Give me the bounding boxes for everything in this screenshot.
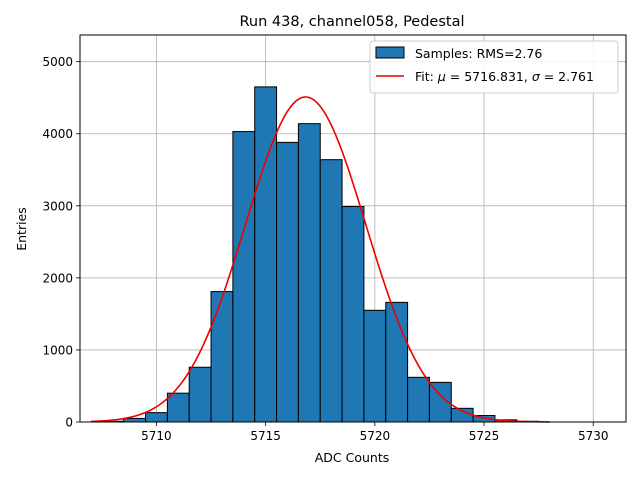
legend-fit-label: Fit: μ = 5716.831, σ = 2.761 xyxy=(415,69,594,84)
legend-histogram-label: Samples: RMS=2.76 xyxy=(415,46,542,61)
legend-sigma-symbol: σ xyxy=(532,69,541,84)
histogram-bar xyxy=(123,417,147,423)
histogram-bar xyxy=(232,131,256,423)
y-axis-label: Entries xyxy=(14,207,29,251)
histogram-bar xyxy=(166,392,190,423)
histogram-bar xyxy=(145,412,168,423)
x-tick-label: 5730 xyxy=(578,429,609,443)
chart-title: Run 438, channel058, Pedestal xyxy=(239,14,464,30)
histogram-bar xyxy=(297,123,321,423)
y-tick-label: 4000 xyxy=(42,127,73,141)
y-tick-label: 5000 xyxy=(42,55,73,69)
x-axis-ticks: 5710 5715 5720 5725 5730 xyxy=(141,422,609,443)
fit-curve-layer xyxy=(90,96,550,423)
y-tick-label: 2000 xyxy=(42,271,73,285)
y-tick-label: 3000 xyxy=(42,199,73,213)
legend-box xyxy=(369,40,619,94)
legend-mu-symbol: μ xyxy=(437,69,446,84)
histogram-bar xyxy=(363,309,387,423)
legend-mu-value: = 5716.831, xyxy=(446,69,532,84)
histogram-bars xyxy=(101,86,540,423)
legend-histogram-swatch xyxy=(375,46,405,59)
y-axis-ticks: 0 1000 2000 3000 4000 5000 xyxy=(42,55,80,430)
x-tick-label: 5710 xyxy=(141,429,172,443)
histogram-bar xyxy=(276,141,299,423)
legend-fit-prefix: Fit: xyxy=(415,69,438,84)
y-tick-label: 0 xyxy=(65,416,73,430)
histogram-bar xyxy=(319,159,343,423)
histogram-bar xyxy=(407,376,430,423)
histogram-bar xyxy=(188,366,212,423)
histogram-bar xyxy=(210,291,234,423)
histogram-bar xyxy=(254,86,278,423)
legend-sigma-value: = 2.761 xyxy=(540,69,594,84)
fit-curve xyxy=(90,96,550,423)
plot-frame xyxy=(79,34,627,423)
legend: Samples: RMS=2.76 Fit: μ = 5716.831, σ =… xyxy=(369,40,619,94)
x-tick-label: 5725 xyxy=(469,429,500,443)
x-tick-label: 5715 xyxy=(250,429,281,443)
histogram-bar xyxy=(385,301,409,423)
histogram-bar xyxy=(341,206,365,423)
y-tick-label: 1000 xyxy=(42,343,73,357)
x-axis-label: ADC Counts xyxy=(315,450,390,465)
x-tick-label: 5720 xyxy=(360,429,391,443)
